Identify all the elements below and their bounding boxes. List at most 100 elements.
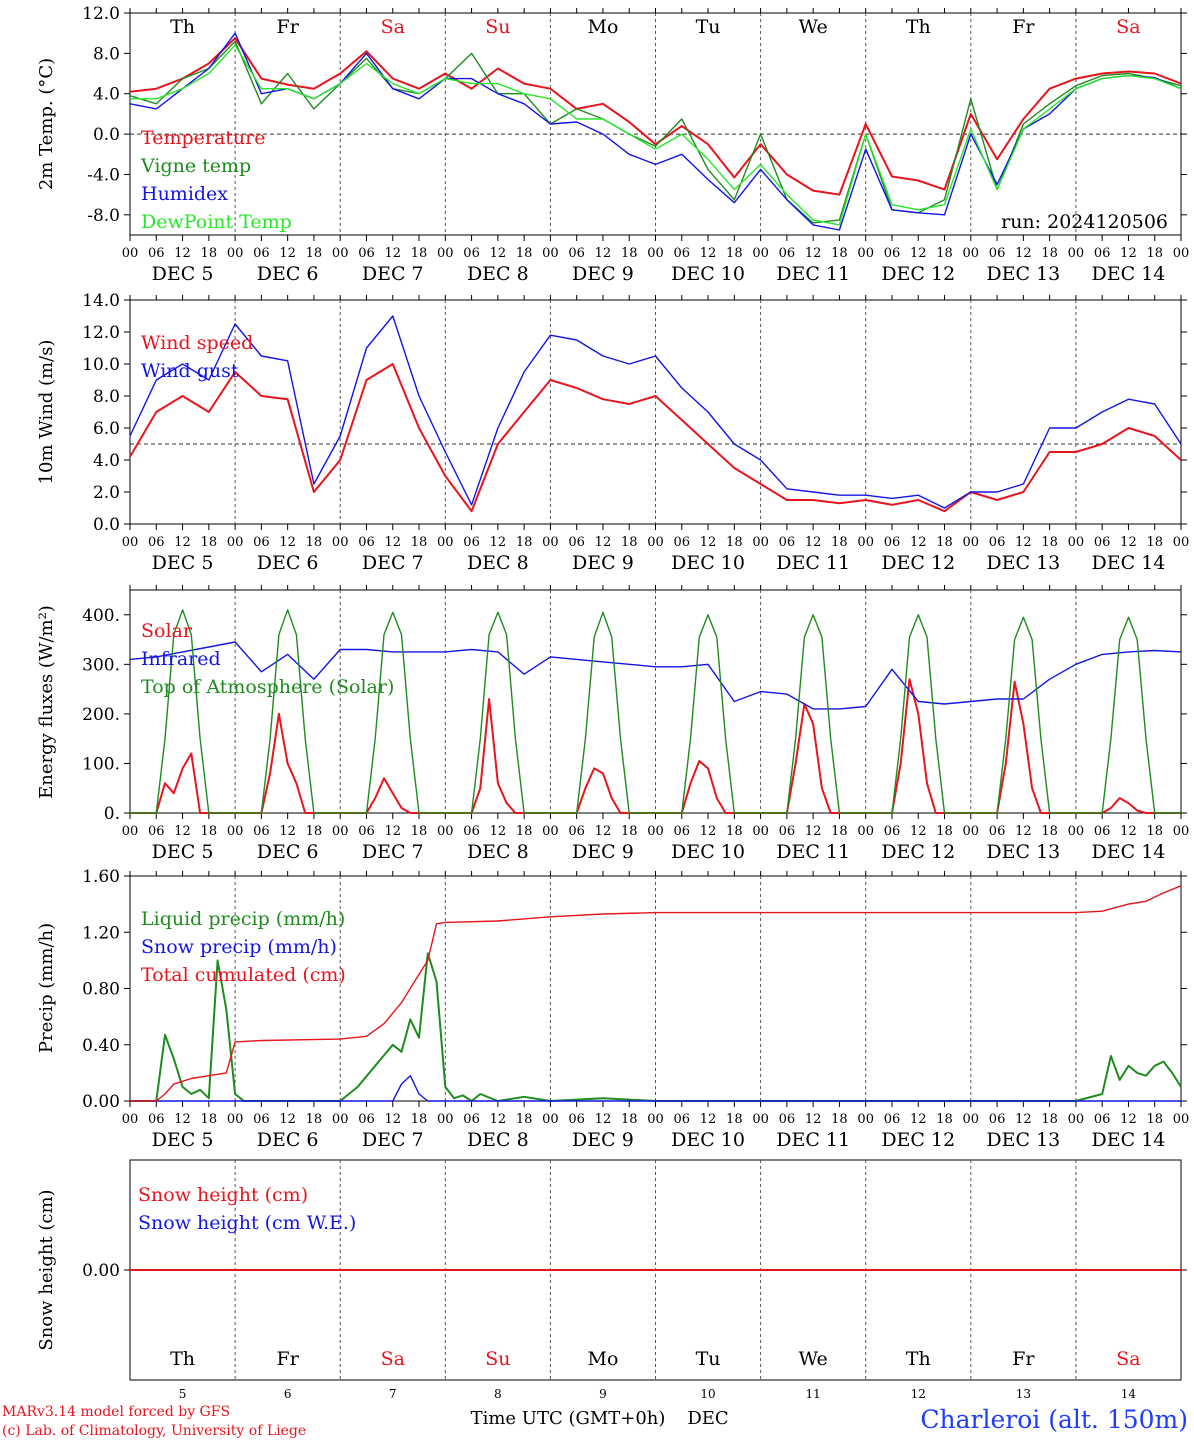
- legend-entry: DewPoint Temp: [141, 211, 292, 233]
- x-date-label: DEC 10: [671, 841, 745, 863]
- y-tick-label: 1.20: [82, 923, 120, 943]
- x-hour-label: 00: [647, 1112, 664, 1127]
- x-date-label: DEC 6: [257, 552, 319, 574]
- x-hour-label: 06: [1094, 1112, 1111, 1127]
- y-tick-label: 0.80: [82, 980, 120, 1000]
- y-tick-label: 0.0: [93, 125, 120, 145]
- x-hour-label: 00: [857, 246, 874, 261]
- x-date-label: DEC 5: [152, 552, 214, 574]
- legend-entry: Temperature: [141, 127, 265, 149]
- x-hour-label: 18: [1041, 535, 1058, 550]
- x-hour-label: 12: [490, 1112, 507, 1127]
- y-tick-label: -8.0: [87, 206, 120, 226]
- x-hour-label: 06: [463, 824, 480, 839]
- day-label: Sa: [381, 16, 405, 38]
- x-hour-label: 00: [963, 535, 980, 550]
- y-tick-label: 2.0: [93, 483, 120, 503]
- x-hour-label: 12: [805, 246, 822, 261]
- day-number: 6: [284, 1387, 292, 1401]
- day-label: Mo: [587, 16, 618, 38]
- y-tick-label: 8.0: [93, 387, 120, 407]
- x-date-label: DEC 12: [881, 841, 955, 863]
- x-hour-label: 06: [674, 1112, 691, 1127]
- x-date-label: DEC 10: [671, 552, 745, 574]
- x-hour-label: 00: [752, 246, 769, 261]
- x-date-label: DEC 6: [257, 841, 319, 863]
- x-hour-label: 12: [279, 246, 296, 261]
- x-hour-label: 18: [936, 535, 953, 550]
- x-hour-label: 06: [1094, 535, 1111, 550]
- x-hour-label: 18: [726, 535, 743, 550]
- x-hour-label: 06: [253, 1112, 270, 1127]
- x-hour-label: 18: [201, 1112, 218, 1127]
- series-line-dewpoint-temp: [130, 44, 1182, 226]
- x-hour-label: 12: [1015, 535, 1032, 550]
- day-label: We: [799, 1348, 828, 1370]
- day-label: Fr: [277, 16, 300, 38]
- y-tick-label: 1.60: [82, 867, 120, 887]
- x-hour-label: 18: [831, 1112, 848, 1127]
- x-hour-label: 18: [831, 246, 848, 261]
- legend-entry: Wind speed: [141, 332, 253, 354]
- x-date-label: DEC 7: [362, 552, 424, 574]
- legend-entry: Snow height (cm W.E.): [138, 1212, 356, 1234]
- x-hour-label: 18: [936, 824, 953, 839]
- y-tick-label: 100.: [82, 754, 120, 774]
- x-hour-label: 18: [201, 246, 218, 261]
- x-hour-label: 00: [332, 824, 349, 839]
- x-hour-label: 18: [306, 535, 323, 550]
- x-hour-label: 06: [148, 535, 165, 550]
- x-hour-label: 18: [621, 824, 638, 839]
- day-number: 13: [1016, 1387, 1031, 1401]
- x-hour-label: 12: [700, 1112, 717, 1127]
- x-hour-label: 06: [674, 246, 691, 261]
- x-date-label: DEC 12: [881, 1129, 955, 1151]
- legend-entry: Total cumulated (cm): [141, 964, 346, 986]
- x-date-label: DEC 7: [362, 1129, 424, 1151]
- x-hour-label: 06: [253, 246, 270, 261]
- x-hour-label: 00: [122, 1112, 139, 1127]
- x-date-label: DEC 9: [572, 841, 634, 863]
- y-tick-label: 300.: [82, 655, 120, 675]
- x-date-label: DEC 8: [467, 552, 529, 574]
- x-hour-label: 06: [989, 824, 1006, 839]
- series-line-snow-precip-mm-h-: [130, 1074, 1181, 1102]
- x-hour-label: 18: [726, 1112, 743, 1127]
- day-number: 12: [911, 1387, 926, 1401]
- x-hour-label: 18: [306, 1112, 323, 1127]
- x-hour-label: 00: [437, 535, 454, 550]
- series-line-wind-speed: [129, 363, 1182, 513]
- x-hour-label: 00: [542, 824, 559, 839]
- x-hour-label: 18: [201, 535, 218, 550]
- x-hour-label: 12: [1120, 1112, 1137, 1127]
- panel-1: 12.0 8.0 4.0 0.0 -4.0 -8.0 2m Temp. (°C) 00 06 12…: [36, 4, 1189, 285]
- x-hour-label: 06: [568, 246, 585, 261]
- panel-2: 14.0 12.0 10.0 8.0 6.0 4.0 2.0 0.0 10m Wind (m/s…: [36, 291, 1189, 574]
- x-hour-label: 18: [831, 535, 848, 550]
- day-label: Su: [485, 1348, 510, 1370]
- x-hour-label: 00: [122, 246, 139, 261]
- x-hour-label: 06: [358, 1112, 375, 1127]
- x-hour-label: 12: [1120, 824, 1137, 839]
- x-hour-label: 00: [122, 824, 139, 839]
- run-label: run: 2024120506: [1001, 211, 1168, 233]
- x-hour-label: 18: [201, 824, 218, 839]
- x-hour-label: 12: [700, 824, 717, 839]
- x-hour-label: 18: [621, 1112, 638, 1127]
- x-date-label: DEC 14: [1092, 552, 1166, 574]
- x-hour-label: 06: [253, 535, 270, 550]
- panel-frame: [129, 589, 1182, 814]
- x-hour-label: 00: [542, 246, 559, 261]
- x-hour-label: 00: [963, 824, 980, 839]
- x-hour-label: 18: [516, 824, 533, 839]
- x-hour-label: 12: [279, 535, 296, 550]
- legend-entry: Wind gust: [141, 360, 239, 382]
- x-date-label: DEC 6: [257, 263, 319, 285]
- x-hour-label: 00: [963, 246, 980, 261]
- x-hour-label: 06: [148, 1112, 165, 1127]
- x-hour-label: 12: [805, 1112, 822, 1127]
- y-tick-label: 0.00: [82, 1261, 120, 1281]
- day-number: 7: [389, 1387, 397, 1401]
- day-label: Th: [170, 1348, 195, 1370]
